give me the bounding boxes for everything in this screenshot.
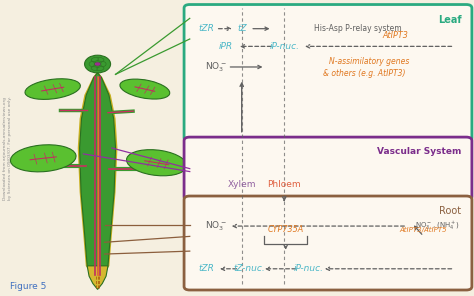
Ellipse shape: [91, 67, 98, 70]
Text: tZR: tZR: [198, 264, 214, 273]
Text: CYP735A: CYP735A: [267, 225, 304, 234]
Text: iP-nuc.: iP-nuc.: [269, 42, 299, 51]
Ellipse shape: [91, 57, 98, 61]
Ellipse shape: [94, 62, 101, 66]
Ellipse shape: [84, 55, 110, 73]
FancyBboxPatch shape: [184, 4, 472, 141]
Text: AtIPT3: AtIPT3: [383, 31, 408, 40]
Text: NO$_3^-$: NO$_3^-$: [205, 219, 227, 233]
Ellipse shape: [25, 79, 81, 99]
Polygon shape: [78, 71, 118, 278]
Text: Figure 5: Figure 5: [10, 282, 46, 291]
Text: & others (e.g. AtIPT3): & others (e.g. AtIPT3): [323, 69, 406, 78]
Text: tZ: tZ: [238, 24, 247, 33]
Text: iPR: iPR: [219, 42, 233, 51]
Text: Xylem: Xylem: [228, 180, 256, 189]
Ellipse shape: [120, 79, 170, 99]
Text: Phloem: Phloem: [267, 180, 301, 189]
Ellipse shape: [127, 150, 187, 176]
Polygon shape: [87, 266, 108, 289]
FancyBboxPatch shape: [184, 137, 472, 200]
Text: AtIPT3/AtIPT5: AtIPT3/AtIPT5: [400, 226, 447, 233]
Ellipse shape: [100, 62, 106, 66]
Text: His-Asp P-relay system: His-Asp P-relay system: [314, 24, 401, 33]
Text: NO$_3^-$: NO$_3^-$: [205, 60, 227, 74]
Ellipse shape: [10, 145, 76, 172]
Ellipse shape: [89, 62, 95, 66]
Text: NO$_3^-$, (NH$_4^+$): NO$_3^-$, (NH$_4^+$): [415, 220, 460, 232]
Text: Downloaded from arjournals.annualreviews.org
by Sciences on 09/03/07. For person: Downloaded from arjournals.annualreviews…: [3, 96, 12, 200]
FancyBboxPatch shape: [184, 196, 472, 290]
Text: Root: Root: [439, 206, 462, 216]
Text: iP-nuc.: iP-nuc.: [294, 264, 324, 273]
Text: N-assimilatory genes: N-assimilatory genes: [329, 57, 410, 66]
Ellipse shape: [97, 67, 104, 70]
Polygon shape: [80, 73, 116, 276]
Text: Vascular System: Vascular System: [377, 147, 462, 156]
Text: tZ-nuc.: tZ-nuc.: [233, 264, 264, 273]
Text: tZR: tZR: [198, 24, 214, 33]
Ellipse shape: [97, 57, 104, 61]
Text: Leaf: Leaf: [438, 15, 462, 25]
